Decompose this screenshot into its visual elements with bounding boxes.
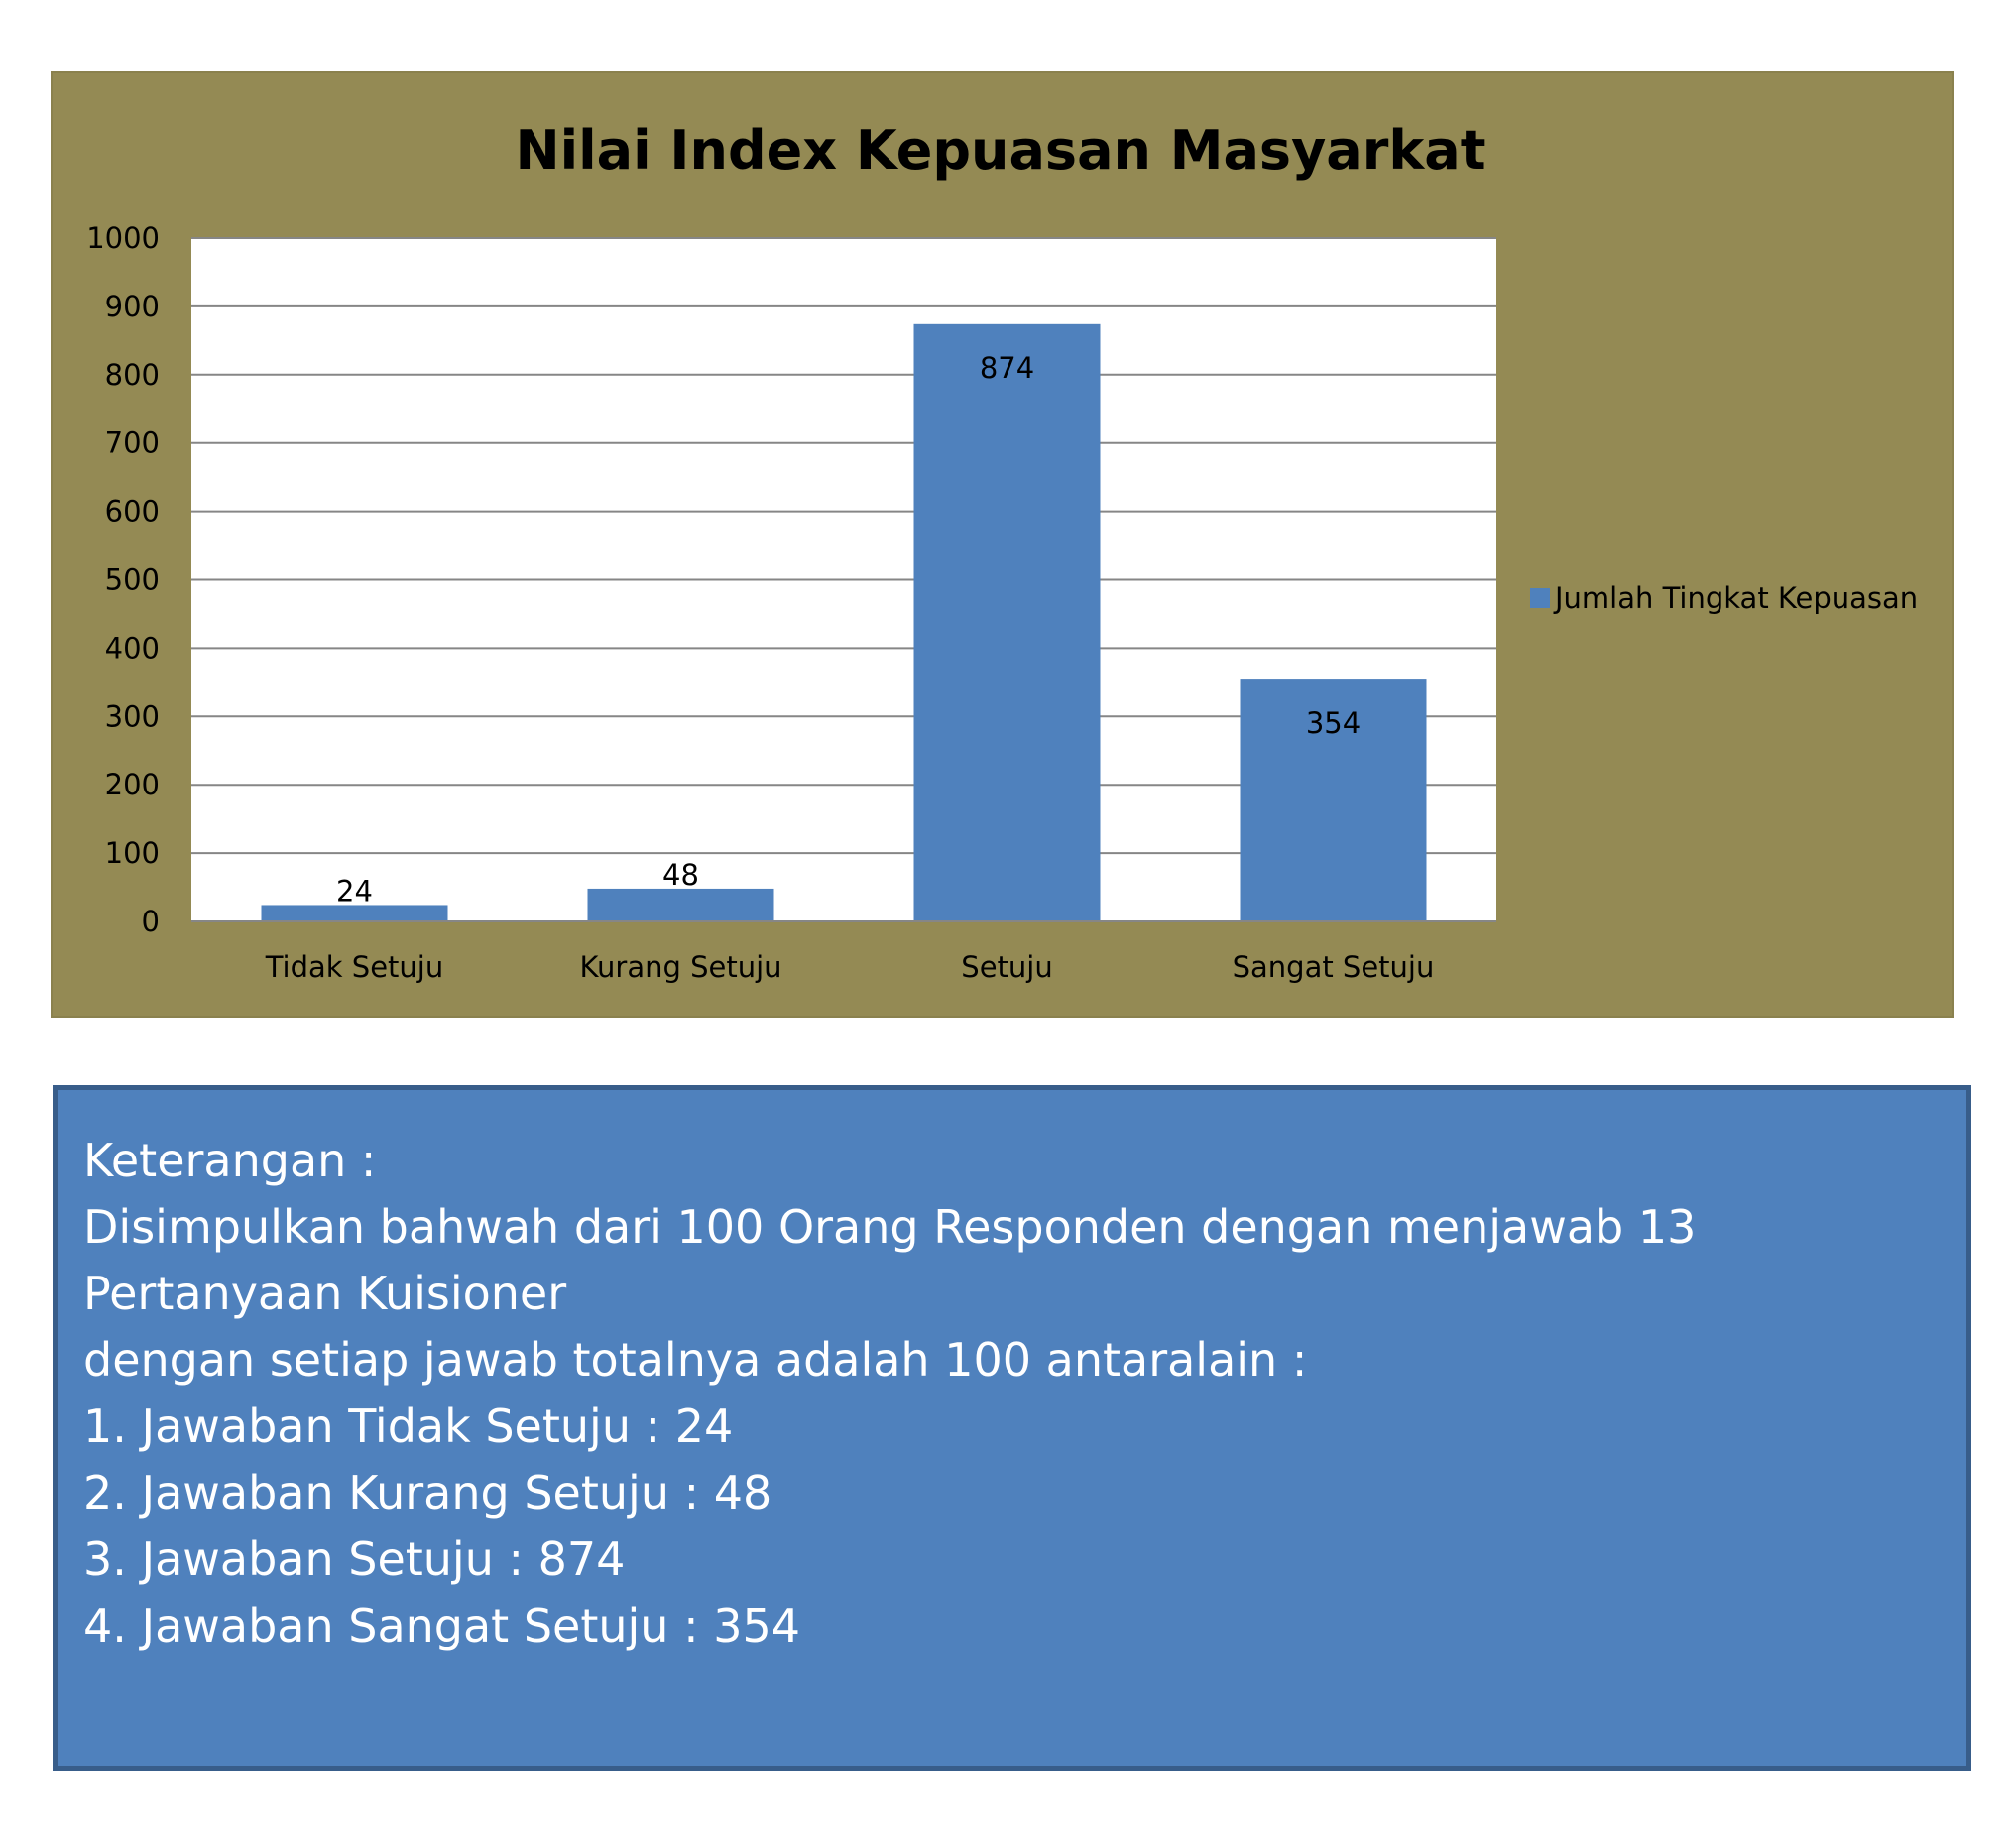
y-axis-ticks: 0 100 200 300 400 500 600 700 800 900 1000 bbox=[86, 221, 160, 938]
x-category-label: Setuju bbox=[961, 950, 1052, 984]
note-line: Pertanyaan Kuisioner bbox=[83, 1267, 567, 1320]
x-category-label: Sangat Setuju bbox=[1233, 950, 1435, 984]
y-tick-label: 400 bbox=[105, 631, 160, 665]
data-label: 24 bbox=[336, 874, 373, 908]
bar bbox=[587, 888, 774, 921]
data-label: 48 bbox=[662, 858, 699, 892]
note-line: dengan setiap jawab totalnya adalah 100 … bbox=[83, 1333, 1308, 1387]
data-label: 354 bbox=[1306, 706, 1361, 740]
chart-title: Nilai Index Kepuasan Masyarkat bbox=[515, 119, 1485, 182]
y-tick-label: 900 bbox=[105, 290, 160, 323]
y-tick-label: 100 bbox=[105, 836, 160, 870]
legend: Jumlah Tingkat Kepuasan bbox=[1530, 581, 1918, 615]
note-box: Keterangan : Disimpulkan bahwah dari 100… bbox=[53, 1085, 1971, 1771]
note-heading: Keterangan : bbox=[83, 1134, 377, 1187]
note-line: Disimpulkan bahwah dari 100 Orang Respon… bbox=[83, 1200, 1697, 1254]
bar bbox=[913, 323, 1101, 922]
note-item: 3. Jawaban Setuju : 874 bbox=[83, 1532, 626, 1586]
y-tick-label: 800 bbox=[105, 358, 160, 392]
y-tick-label: 200 bbox=[105, 768, 160, 801]
x-category-label: Tidak Setuju bbox=[265, 950, 444, 984]
bar bbox=[261, 905, 448, 921]
note-item: 4. Jawaban Sangat Setuju : 354 bbox=[83, 1599, 800, 1652]
y-tick-label: 1000 bbox=[86, 221, 160, 255]
bars bbox=[261, 323, 1427, 922]
y-tick-label: 700 bbox=[105, 426, 160, 460]
legend-swatch bbox=[1530, 588, 1550, 608]
x-category-label: Kurang Setuju bbox=[579, 950, 781, 984]
legend-label: Jumlah Tingkat Kepuasan bbox=[1553, 581, 1918, 615]
data-labels: 24 48 874 354 bbox=[336, 351, 1361, 909]
gridlines bbox=[191, 237, 1496, 855]
data-label: 874 bbox=[980, 351, 1034, 385]
x-axis-categories: Tidak Setuju Kurang Setuju Setuju Sangat Se… bbox=[265, 950, 1435, 984]
bar-chart: Nilai Index Kepuasan Masyarkat 0 100 200 30… bbox=[86, 119, 1918, 984]
y-tick-label: 600 bbox=[105, 495, 160, 529]
chart-panel: Nilai Index Kepuasan Masyarkat 0 100 200 30… bbox=[51, 71, 1954, 1018]
y-tick-label: 300 bbox=[105, 699, 160, 733]
y-tick-label: 0 bbox=[142, 905, 160, 938]
bar bbox=[1240, 679, 1427, 921]
note-item: 2. Jawaban Kurang Setuju : 48 bbox=[83, 1466, 772, 1520]
note-item: 1. Jawaban Tidak Setuju : 24 bbox=[83, 1400, 734, 1453]
y-tick-label: 500 bbox=[105, 563, 160, 597]
